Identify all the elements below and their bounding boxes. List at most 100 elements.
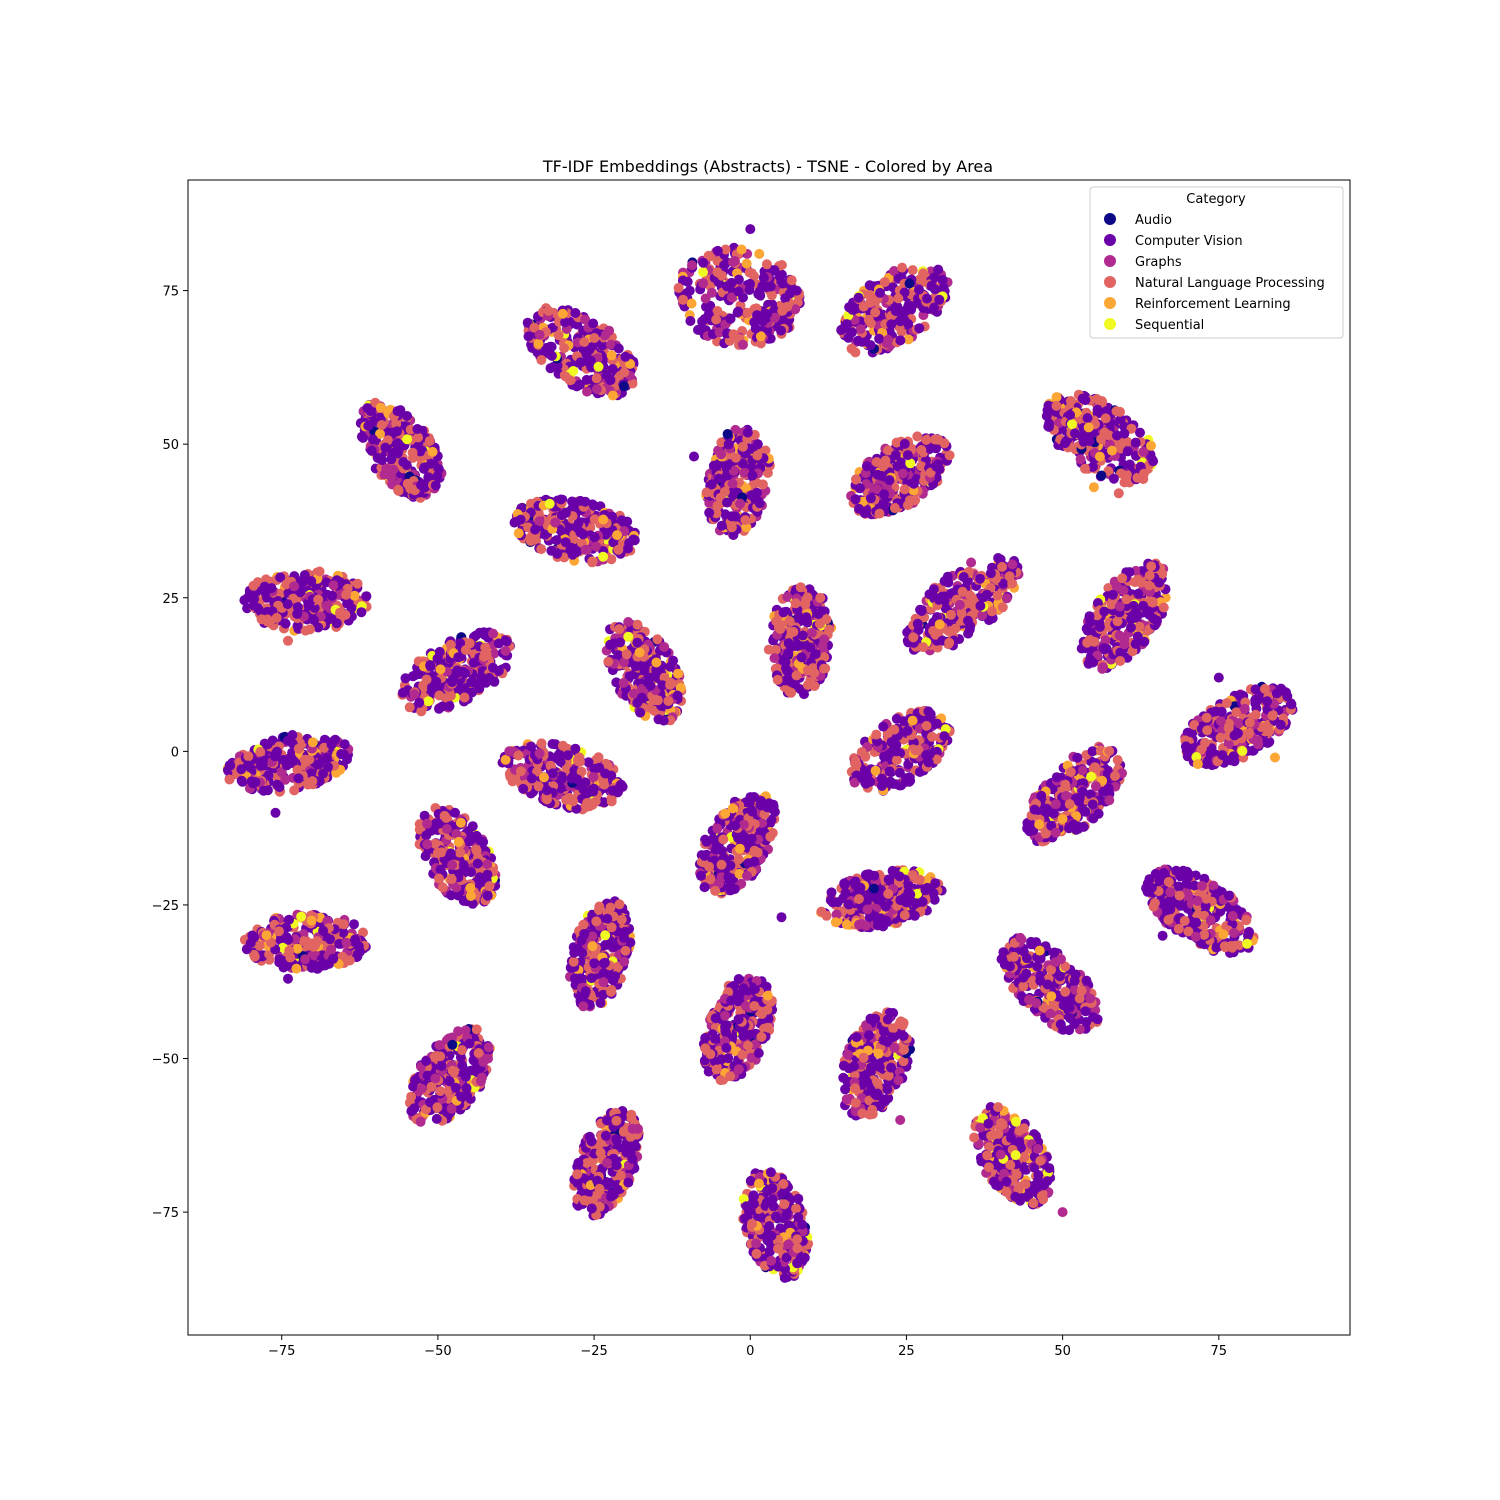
data-point <box>905 775 916 786</box>
data-point <box>590 541 601 552</box>
data-point <box>939 731 950 742</box>
data-point <box>1119 639 1130 650</box>
data-point <box>435 664 446 675</box>
data-point <box>725 313 736 324</box>
data-point <box>1093 808 1104 819</box>
data-point <box>1154 577 1165 588</box>
data-point <box>1146 440 1156 451</box>
data-point <box>1117 573 1128 584</box>
data-point <box>615 637 625 648</box>
data-point <box>529 322 540 333</box>
data-point <box>1215 716 1226 727</box>
data-point <box>488 628 498 639</box>
data-point <box>328 580 339 591</box>
data-point <box>407 447 418 458</box>
data-point <box>755 338 766 349</box>
data-point <box>553 330 564 341</box>
data-point <box>865 493 876 504</box>
data-point <box>1215 732 1226 743</box>
data-point <box>916 461 927 472</box>
data-point <box>423 696 434 707</box>
data-point <box>1122 436 1133 447</box>
data-point <box>1110 771 1120 781</box>
data-point <box>870 307 881 318</box>
data-point <box>1229 730 1240 741</box>
data-point <box>1041 411 1052 421</box>
data-point <box>544 498 555 509</box>
data-point <box>701 487 712 498</box>
data-point <box>1065 396 1076 406</box>
data-point <box>876 470 887 481</box>
data-point <box>1112 616 1123 627</box>
data-point <box>1057 814 1068 824</box>
data-point <box>728 329 739 340</box>
data-point <box>701 301 711 312</box>
data-point <box>541 343 552 353</box>
data-point <box>605 374 616 385</box>
data-point <box>293 773 304 784</box>
data-point <box>856 747 867 758</box>
data-point <box>1201 712 1212 723</box>
data-point <box>352 578 363 589</box>
data-point <box>891 755 902 766</box>
data-point <box>341 589 352 600</box>
data-point <box>614 624 625 635</box>
data-point <box>977 610 988 621</box>
data-point <box>786 687 797 698</box>
data-point <box>1107 589 1118 600</box>
data-point <box>801 612 812 623</box>
data-point <box>1231 707 1242 718</box>
data-point <box>255 746 266 757</box>
data-point <box>897 262 908 273</box>
data-point <box>1114 601 1125 612</box>
data-point <box>879 277 890 288</box>
data-point <box>891 437 902 448</box>
data-point <box>884 766 895 777</box>
data-point <box>744 267 755 278</box>
data-point <box>752 450 763 461</box>
data-point <box>908 478 919 489</box>
data-point <box>367 434 378 445</box>
data-point <box>639 665 650 676</box>
data-point <box>599 779 610 790</box>
data-point <box>1217 750 1228 761</box>
data-point <box>658 715 669 726</box>
data-point <box>1115 656 1126 666</box>
data-point <box>1092 404 1103 415</box>
data-point <box>1065 409 1075 420</box>
data-point <box>305 624 315 635</box>
data-point <box>883 334 894 345</box>
data-point <box>605 339 616 350</box>
data-point <box>1007 578 1018 589</box>
data-point <box>888 778 899 789</box>
data-point <box>760 445 771 456</box>
data-point <box>262 614 273 625</box>
data-point <box>603 656 614 667</box>
data-point <box>628 534 639 545</box>
data-point <box>663 696 674 706</box>
data-point <box>895 335 906 346</box>
data-point <box>539 772 549 783</box>
data-point <box>765 333 776 344</box>
data-point <box>741 483 752 494</box>
data-point <box>1080 806 1091 817</box>
data-point <box>525 536 536 546</box>
data-point <box>851 759 862 770</box>
data-point <box>513 528 524 539</box>
data-point <box>526 773 537 784</box>
data-point <box>741 258 752 269</box>
data-point <box>1281 687 1291 698</box>
data-point <box>534 516 545 527</box>
data-point <box>851 474 861 485</box>
data-point <box>1148 456 1159 467</box>
data-point <box>564 375 575 386</box>
data-point <box>809 667 820 678</box>
data-point <box>321 600 332 611</box>
data-point <box>402 411 413 421</box>
data-point <box>819 663 829 674</box>
data-point <box>625 358 636 369</box>
data-point <box>927 731 937 742</box>
data-point <box>813 609 824 620</box>
data-point <box>1111 406 1122 417</box>
data-point <box>933 594 944 605</box>
